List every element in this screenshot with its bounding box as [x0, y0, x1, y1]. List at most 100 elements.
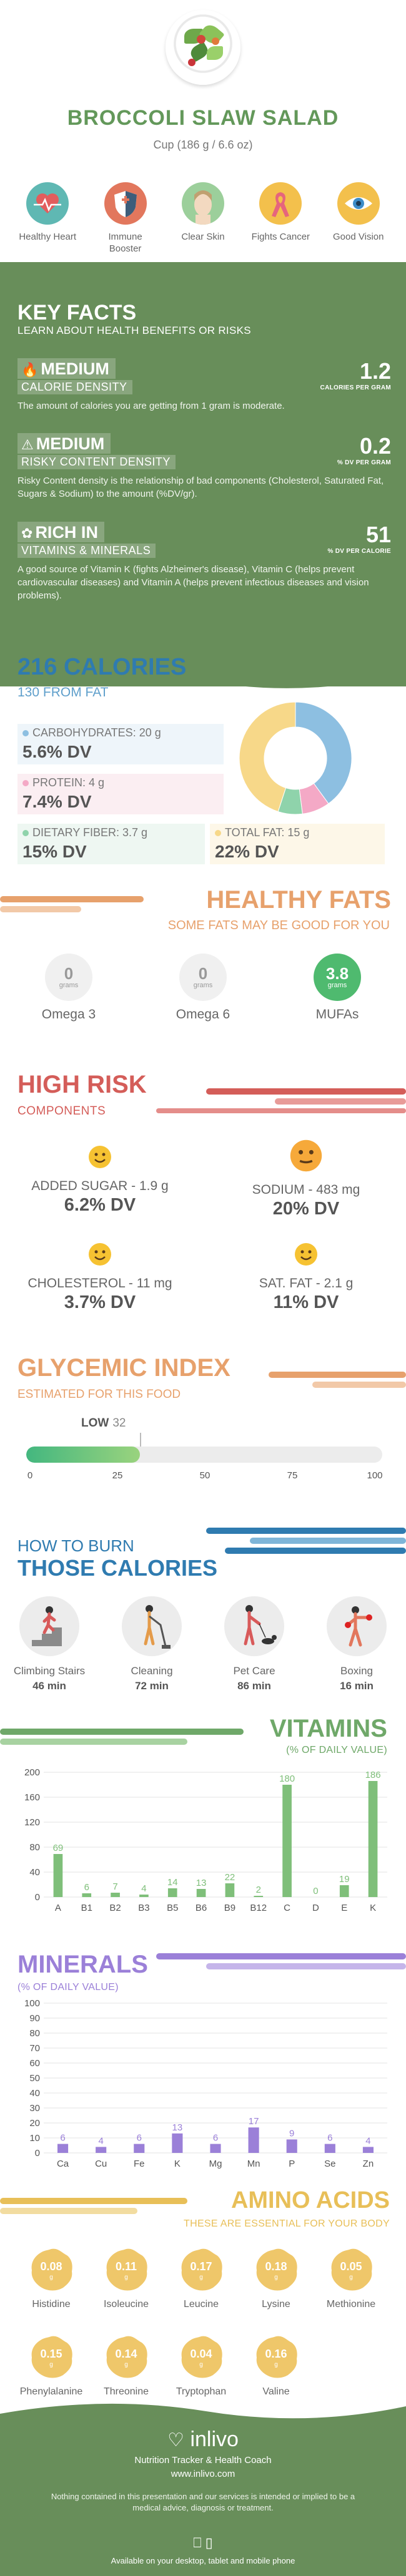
amino-value: 0.04	[190, 2348, 212, 2360]
happy-face-icon	[295, 1243, 317, 1266]
devices-icon: ⎕ ▯	[193, 2535, 213, 2550]
bar-value-label: 4	[365, 2135, 370, 2146]
amino-name: Histidine	[32, 2299, 71, 2310]
minerals-subtitle: (% OF DAILY VALUE)	[17, 1982, 119, 1993]
x-tick-label: Mg	[209, 2159, 222, 2169]
calories-subtitle: 130 FROM FAT	[17, 685, 109, 700]
amino-value: 0.08	[40, 2260, 62, 2273]
x-tick-label: Cu	[95, 2159, 107, 2169]
amino-badge: 0.18 g	[253, 2247, 299, 2293]
x-tick-label: B12	[250, 1903, 267, 1913]
activity-boxing: Boxing 16 min	[316, 1596, 397, 1692]
amino-histidine: 0.08 g Histidine	[14, 2247, 89, 2310]
eye-icon	[337, 182, 380, 225]
amino-value: 0.17	[190, 2260, 212, 2273]
amino-badge: 0.11 g	[103, 2247, 149, 2293]
amino-badge: 0.08 g	[28, 2247, 74, 2293]
high-risk-band	[206, 1088, 406, 1095]
footer-disclaimer: Nothing contained in this presentation a…	[51, 2492, 355, 2512]
brand-name: inlivo	[190, 2427, 239, 2451]
y-tick-label: 100	[24, 1998, 40, 2009]
amino-band-light	[0, 2208, 137, 2214]
amino-unit: g	[49, 2274, 53, 2281]
bar-value-label: 6	[213, 2133, 218, 2144]
fact-risky-content: ⚠ MEDIUM RISKY CONTENT DENSITY 0.2 % DV P…	[17, 433, 391, 499]
activity-cleaning: Cleaning 72 min	[111, 1596, 192, 1692]
bar-value-label: 6	[137, 2133, 142, 2144]
high-risk-subtitle: COMPONENTS	[17, 1105, 106, 1118]
y-tick-label: 40	[29, 2088, 40, 2099]
leaf-icon: ✿	[21, 525, 33, 541]
y-tick-label: 70	[29, 2043, 40, 2054]
glycemic-gauge-fill	[26, 1447, 141, 1463]
minerals-title: MINERALS	[17, 1951, 148, 1978]
donut-slice-total-fat	[239, 701, 296, 812]
bar-b3	[139, 1895, 149, 1897]
footer-tagline: Nutrition Tracker & Health Coach	[134, 2455, 272, 2466]
amino-leucine: 0.17 g Leucine	[164, 2247, 239, 2310]
benefit-fights-cancer: Fights Cancer	[246, 182, 315, 255]
bar-value-label: 180	[279, 1773, 295, 1784]
protein-dot-icon	[22, 779, 29, 786]
healthy-fats-band-light	[0, 906, 81, 912]
benefit-immune-booster: Immune Booster	[91, 182, 160, 255]
y-tick-label: 80	[29, 2028, 40, 2039]
heart-monitor-icon	[26, 182, 69, 225]
bar-cu	[96, 2147, 107, 2153]
amino-value: 0.11	[115, 2260, 137, 2273]
glycemic-tick: 0	[27, 1470, 33, 1481]
bar-c	[282, 1785, 292, 1897]
happy-face-icon	[89, 1243, 111, 1266]
y-tick-label: 20	[29, 2118, 40, 2129]
footer-availability: Available on your desktop, tablet and mo…	[111, 2556, 295, 2565]
footer-url[interactable]: www.inlivo.com	[171, 2469, 235, 2479]
bar-zn	[362, 2147, 374, 2153]
glycemic-band-light	[312, 1382, 406, 1388]
fiber-dot-icon	[22, 829, 29, 836]
x-tick-label: D	[312, 1903, 319, 1913]
risk-sat-fat: SAT. FAT - 2.1 g 11% DV	[212, 1242, 400, 1313]
benefit-healthy-heart: Healthy Heart	[13, 182, 82, 255]
shield-icon	[104, 182, 147, 225]
bar-value-label: 186	[365, 1770, 381, 1780]
amino-value: 0.14	[115, 2348, 137, 2360]
fact-calorie-density: 🔥 MEDIUM CALORIE DENSITY 1.2 CALORIES PER…	[17, 358, 391, 411]
x-tick-label: Fe	[134, 2159, 145, 2169]
bar-value-label: 4	[141, 1883, 146, 1894]
footer-brand[interactable]: ♡ inlivo	[0, 2427, 406, 2452]
x-tick-label: B5	[167, 1903, 178, 1913]
bar-k	[172, 2133, 183, 2153]
bar-b12	[254, 1896, 264, 1897]
high-risk-band-thin	[156, 1108, 406, 1113]
y-tick-label: 90	[29, 2013, 40, 2024]
bar-value-label: 13	[196, 1878, 207, 1888]
vitamins-band	[0, 1729, 244, 1735]
glycemic-marker	[140, 1433, 141, 1447]
glycemic-title: GLYCEMIC INDEX	[17, 1354, 230, 1382]
minerals-band-light	[206, 1963, 406, 1969]
amino-unit: g	[199, 2361, 203, 2368]
amino-unit: g	[49, 2361, 53, 2368]
ribbon-icon	[259, 182, 302, 225]
vitamins-subtitle: (% OF DAILY VALUE)	[286, 1745, 387, 1755]
x-tick-label: K	[174, 2159, 181, 2169]
happy-face-icon	[89, 1146, 111, 1168]
x-tick-label: Zn	[363, 2159, 374, 2169]
risk-sodium: SODIUM - 483 mg 20% DV	[212, 1138, 400, 1219]
amino-band	[0, 2198, 187, 2204]
healthy-fats-subtitle: SOME FATS MAY BE GOOD FOR YOU	[167, 919, 390, 932]
vacuum-icon	[122, 1596, 182, 1656]
x-tick-label: Mn	[247, 2159, 260, 2169]
y-tick-label: 30	[29, 2103, 40, 2114]
amino-value: 0.05	[340, 2260, 362, 2273]
bar-value-label: 6	[327, 2133, 332, 2144]
amino-unit: g	[124, 2361, 128, 2368]
activity-climbing-stairs: Climbing Stairs 46 min	[9, 1596, 90, 1692]
donut-slice-carbohydrates	[295, 701, 352, 804]
boxing-icon	[327, 1596, 387, 1656]
x-tick-label: B1	[81, 1903, 92, 1913]
y-tick-label: 160	[24, 1792, 40, 1803]
calories-title: 216 CALORIES	[17, 654, 187, 680]
vitamins-band-light	[0, 1739, 187, 1745]
